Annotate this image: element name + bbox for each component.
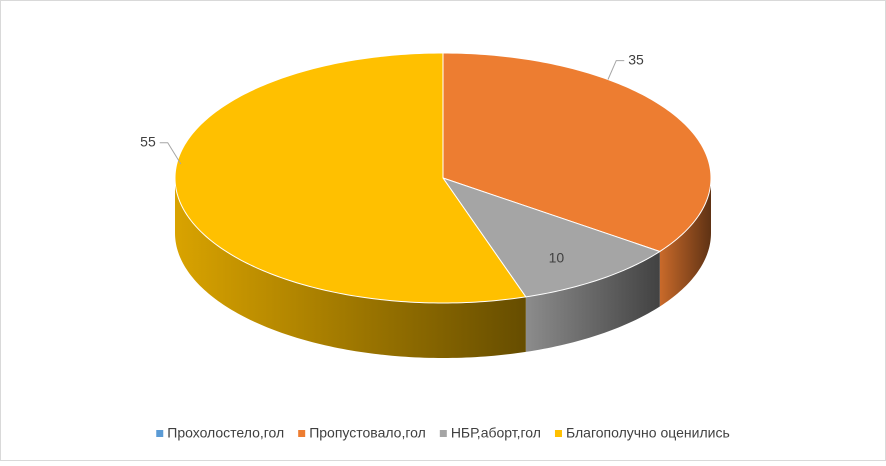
legend-marker [156,430,164,437]
slice-side [175,178,526,358]
slice [174,52,527,304]
legend-marker [554,430,562,437]
legend-marker [439,430,447,437]
legend-label: Прохолостело,гол [167,425,284,441]
legend-label: Благополучно оценились [566,425,730,441]
leader-line [159,142,182,165]
data-label: 35 [628,51,644,67]
legend-label: НБР,аборт,гол [451,425,541,441]
data-label: 55 [140,133,156,149]
slice-side [659,178,711,307]
legend-label: Пропустовало,гол [309,425,426,441]
slice [441,177,661,298]
slice [442,52,712,253]
data-label: 10 [549,250,565,266]
legend: Прохолостело,гол Пропустовало,гол НБР,абор… [156,425,730,441]
legend-marker [298,430,306,437]
leader-line [607,60,625,80]
slice-side [525,251,660,352]
